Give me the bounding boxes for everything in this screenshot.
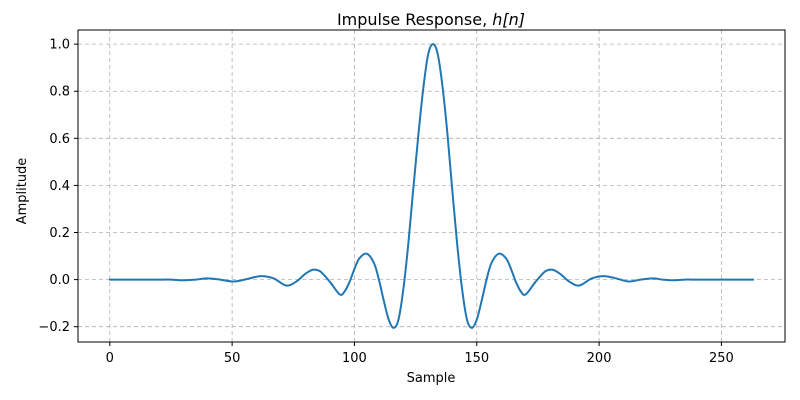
plot-frame	[77, 29, 786, 343]
y-tick-label: 0.6	[49, 132, 70, 147]
y-tick-label: 0.8	[49, 85, 70, 100]
y-tick-label: 0.4	[49, 179, 70, 194]
x-axis-label: Sample	[407, 371, 456, 386]
x-tick-label: 50	[224, 351, 241, 366]
x-tick-label: 250	[709, 351, 734, 366]
chart-title: Impulse Response, h[n]	[337, 10, 525, 29]
impulse-response-line	[108, 43, 755, 329]
x-tick-label: 150	[464, 351, 489, 366]
series-layer	[108, 43, 755, 329]
y-tick-label: 0.2	[49, 226, 70, 241]
grid-layer	[78, 30, 785, 342]
y-tick-label: −0.2	[38, 320, 70, 335]
chart-title-math: h[n]	[492, 10, 525, 29]
x-tick-label: 100	[342, 351, 367, 366]
x-tick-label: 0	[106, 351, 114, 366]
y-tick-label: 0.0	[49, 273, 70, 288]
y-axis-label: Amplitude	[15, 158, 30, 225]
tick-layer: 0 50 100 150 200 250 −0.2 0.0 0.2 0.4 0.6 0.8 1.0	[38, 38, 733, 366]
chart-title-text: Impulse Response,	[337, 10, 492, 29]
x-tick-label: 200	[587, 351, 612, 366]
y-tick-label: 1.0	[49, 38, 70, 53]
